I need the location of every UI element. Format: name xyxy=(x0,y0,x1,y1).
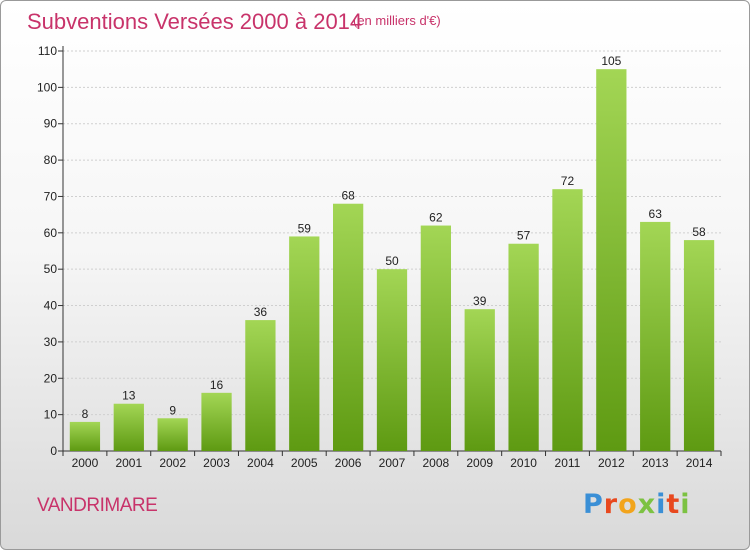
bar-2009 xyxy=(464,309,495,451)
bar-2014 xyxy=(683,240,715,451)
y-tick-label: 20 xyxy=(44,371,58,385)
value-label-2007: 50 xyxy=(385,254,399,268)
x-tick-label-2014: 2014 xyxy=(686,456,713,470)
y-tick-label: 100 xyxy=(37,80,57,94)
logo-letter: P xyxy=(583,489,604,520)
value-label-2005: 59 xyxy=(298,221,312,235)
value-label-2006: 68 xyxy=(341,189,355,203)
chart-title: Subventions Versées 2000 à 2014 xyxy=(27,9,363,34)
logo-letter: o xyxy=(618,489,638,520)
x-tick-label-2000: 2000 xyxy=(72,456,99,470)
proxiti-logo: Proxiti xyxy=(583,489,691,520)
x-tick-label-2005: 2005 xyxy=(291,456,318,470)
x-tick-label-2001: 2001 xyxy=(115,456,142,470)
y-tick-label: 80 xyxy=(44,153,58,167)
bar-2012 xyxy=(596,69,627,451)
value-label-2001: 13 xyxy=(122,389,136,403)
unit-note: (en milliers d'€) xyxy=(353,13,441,28)
x-tick-label-2003: 2003 xyxy=(203,456,230,470)
y-tick-label: 30 xyxy=(44,335,58,349)
bar-2008 xyxy=(420,225,452,451)
x-tick-label-2010: 2010 xyxy=(510,456,537,470)
bar-2007 xyxy=(376,269,408,451)
y-tick-label: 10 xyxy=(44,408,58,422)
y-tick-label: 0 xyxy=(50,444,57,458)
logo-letter: i xyxy=(656,489,667,520)
x-tick-label-2008: 2008 xyxy=(423,456,450,470)
value-label-2003: 16 xyxy=(210,378,224,392)
y-tick-label: 110 xyxy=(38,44,57,58)
x-tick-label-2013: 2013 xyxy=(642,456,669,470)
commune-name: VANDRIMARE xyxy=(37,495,158,516)
value-label-2000: 8 xyxy=(82,407,89,421)
y-tick-label: 60 xyxy=(44,226,58,240)
value-label-2010: 57 xyxy=(517,229,531,243)
value-label-2014: 58 xyxy=(692,225,706,239)
bar-2006 xyxy=(332,203,364,451)
y-tick-label: 40 xyxy=(44,299,58,313)
bar-2002 xyxy=(157,418,188,451)
value-label-2013: 63 xyxy=(649,207,663,221)
x-tick-label-2007: 2007 xyxy=(379,456,406,470)
value-label-2011: 72 xyxy=(561,174,575,188)
x-tick-label-2006: 2006 xyxy=(335,456,362,470)
x-tick-label-2012: 2012 xyxy=(598,456,625,470)
bar-2001 xyxy=(113,403,144,451)
logo-letter: t xyxy=(666,489,681,520)
x-tick-label-2009: 2009 xyxy=(466,456,493,470)
y-tick-label: 50 xyxy=(44,262,58,276)
bar-2010 xyxy=(508,243,539,451)
value-label-2008: 62 xyxy=(429,211,443,225)
bar-2004 xyxy=(245,320,276,451)
bar-2005 xyxy=(289,236,320,451)
value-label-2004: 36 xyxy=(254,305,268,319)
logo-letter: r xyxy=(603,489,619,520)
y-tick-label: 90 xyxy=(44,117,58,131)
bar-2011 xyxy=(552,189,583,451)
bar-2013 xyxy=(640,221,671,451)
y-tick-label: 70 xyxy=(44,189,58,203)
labels: 0 10 20 30 40 50 60 70 80 90 100 110 8 2000 13 2001 9 200… xyxy=(37,44,713,470)
logo-letter: i xyxy=(680,489,691,520)
value-label-2009: 39 xyxy=(473,294,487,308)
x-tick-label-2011: 2011 xyxy=(555,456,581,470)
x-tick-label-2004: 2004 xyxy=(247,456,274,470)
bar-2003 xyxy=(201,392,232,451)
bars xyxy=(69,69,715,451)
bar-2000 xyxy=(69,421,101,451)
value-label-2012: 105 xyxy=(601,54,621,68)
x-tick-label-2002: 2002 xyxy=(159,456,186,470)
logo-letter: x xyxy=(637,489,657,520)
value-label-2002: 9 xyxy=(169,403,176,417)
